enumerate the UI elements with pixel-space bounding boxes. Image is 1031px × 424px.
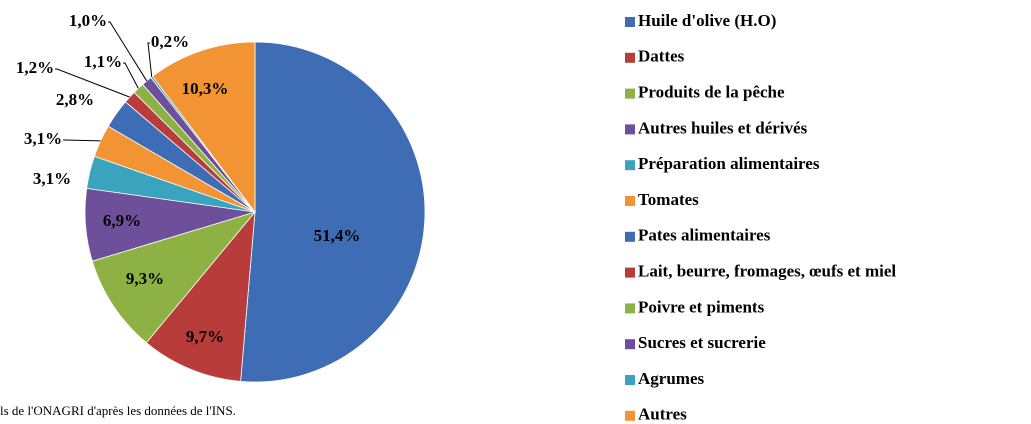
legend-swatch: [625, 231, 635, 242]
data-label: 51,4%: [314, 226, 361, 245]
legend-label: Produits de la pêche: [638, 83, 785, 102]
legend-swatch: [625, 17, 635, 27]
legend-label: Agrumes: [638, 369, 704, 388]
data-label: 1,0%: [69, 11, 107, 30]
legend-label: Pates alimentaires: [638, 226, 771, 245]
legend-label: Tomates: [638, 190, 699, 209]
leader-line: [63, 139, 101, 142]
data-label: 1,1%: [84, 52, 122, 71]
source-note: ls de l'ONAGRI d'après les données de l'…: [0, 403, 236, 418]
pie-slice: [240, 41, 426, 383]
legend-label: Autres: [638, 405, 687, 424]
pie-slice: [152, 41, 256, 214]
data-label: 3,1%: [33, 169, 71, 188]
leader-line: [147, 42, 153, 78]
legend-swatch: [625, 410, 635, 421]
leader-line: [123, 62, 139, 89]
leader-line: [55, 68, 130, 98]
legend-swatch: [625, 267, 635, 278]
legend-swatch: [625, 160, 635, 171]
legend-label: Dattes: [638, 47, 685, 66]
legend-label: Préparation alimentaires: [638, 154, 820, 173]
legend-swatch: [625, 124, 635, 135]
data-label: 6,9%: [103, 211, 141, 230]
legend-label: Lait, beurre, fromages, œufs et miel: [638, 262, 896, 281]
pie-slice: [91, 211, 257, 344]
legend-swatch: [625, 339, 635, 350]
legend-label: Autres huiles et dérivés: [638, 118, 808, 137]
legend-swatch: [625, 196, 635, 206]
data-label: 2,8%: [56, 90, 94, 109]
leader-line: [108, 21, 148, 82]
data-label: 3,1%: [24, 129, 62, 148]
data-label: 9,7%: [186, 327, 224, 346]
pie-slice: [145, 210, 256, 382]
legend-swatch: [625, 88, 635, 99]
data-label: 1,2%: [16, 58, 54, 77]
legend-swatch: [625, 52, 635, 63]
legend-label: Huile d'olive (H.O): [638, 11, 776, 30]
legend-label: Poivre et piments: [638, 297, 765, 316]
data-label: 10,3%: [182, 79, 229, 98]
legend-swatch: [625, 375, 635, 385]
legend-label: Sucres et sucrerie: [638, 333, 766, 352]
legend-swatch: [625, 303, 635, 314]
data-label: 9,3%: [126, 269, 164, 288]
data-label: 0,2%: [151, 32, 189, 51]
